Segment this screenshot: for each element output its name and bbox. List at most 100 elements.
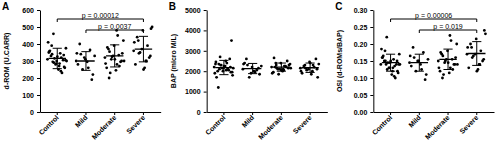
- point: [316, 76, 319, 79]
- sd-cap: [53, 68, 62, 69]
- x-tick-label: Control: [371, 114, 394, 137]
- point: [242, 63, 245, 66]
- sd-whisker: [252, 63, 253, 73]
- y-tick-label: 0: [197, 109, 201, 116]
- point: [397, 63, 400, 66]
- point: [441, 77, 444, 80]
- x-tick: Severe: [292, 112, 313, 135]
- point: [215, 76, 218, 79]
- point: [310, 73, 313, 76]
- y-tick: 3000: [185, 48, 207, 55]
- sd-whisker: [310, 63, 311, 72]
- y-tick-mark: [370, 78, 373, 79]
- point: [471, 56, 474, 59]
- marks: [46, 26, 153, 82]
- point: [48, 50, 51, 53]
- point: [466, 46, 469, 49]
- x-tick: Control: [371, 112, 394, 136]
- point: [483, 29, 486, 32]
- point: [52, 32, 55, 35]
- point: [383, 60, 386, 63]
- sd-whisker: [281, 63, 282, 71]
- y-axis-line: [40, 11, 41, 113]
- point: [50, 44, 53, 47]
- point: [91, 73, 94, 76]
- point: [442, 73, 445, 76]
- y-tick-label: 600: [22, 7, 34, 14]
- sd-cap: [110, 44, 119, 45]
- point: [437, 60, 440, 63]
- point: [260, 65, 263, 68]
- x-tick-mark: [281, 112, 282, 115]
- point: [427, 58, 430, 61]
- point: [90, 78, 93, 81]
- point: [213, 72, 216, 75]
- point: [47, 41, 50, 44]
- point: [108, 50, 111, 53]
- y-tick: 100: [22, 92, 40, 99]
- point: [288, 64, 291, 67]
- point: [108, 77, 111, 80]
- sd-whisker: [57, 48, 58, 68]
- x-tick-label: Mild: [407, 114, 422, 129]
- point: [439, 51, 442, 54]
- sd-cap: [415, 71, 424, 72]
- y-tick-mark: [204, 30, 207, 31]
- point: [479, 49, 482, 52]
- sd-cap: [443, 69, 452, 70]
- y-tick-label: 5000: [185, 7, 201, 14]
- y-tick: 0.15: [354, 58, 374, 65]
- sd-cap: [248, 73, 257, 74]
- point: [64, 59, 67, 62]
- point: [277, 73, 280, 76]
- panel-title: B: [169, 1, 176, 12]
- y-tick: 300: [22, 58, 40, 65]
- point: [104, 62, 107, 65]
- annotation: p = 0.00006: [415, 12, 452, 20]
- sd-cap: [472, 65, 481, 66]
- y-tick: 500: [22, 24, 40, 31]
- point: [475, 38, 478, 41]
- x-tick-mark: [419, 112, 420, 115]
- sd-cap: [110, 66, 119, 67]
- y-tick-label: 200: [22, 75, 34, 82]
- x-tick-label: Severe: [458, 114, 479, 135]
- point: [258, 73, 261, 76]
- point: [148, 56, 151, 59]
- point: [58, 65, 61, 68]
- y-tick-label: 3000: [185, 48, 201, 55]
- y-tick-label: 2000: [185, 68, 201, 75]
- point: [219, 64, 222, 67]
- point: [424, 78, 427, 81]
- point: [469, 43, 472, 46]
- point: [106, 46, 109, 49]
- x-tick-mark: [114, 112, 115, 115]
- y-tick: 0.20: [354, 41, 374, 48]
- sd-cap: [81, 70, 90, 71]
- y-tick-mark: [370, 27, 373, 28]
- point: [54, 63, 57, 66]
- x-tick-label: Control: [204, 114, 227, 137]
- point: [231, 71, 234, 74]
- y-tick-mark: [370, 61, 373, 62]
- sd-whisker: [390, 54, 391, 71]
- point: [271, 72, 274, 75]
- point: [413, 56, 416, 59]
- x-tick-mark: [85, 112, 86, 115]
- sd-cap: [139, 61, 148, 62]
- y-tick-mark: [37, 61, 40, 62]
- point: [116, 63, 119, 66]
- point: [50, 55, 53, 58]
- point: [132, 49, 135, 52]
- sd-cap: [139, 36, 148, 37]
- y-tick-label: 0: [30, 109, 34, 116]
- point: [245, 58, 248, 61]
- point: [63, 66, 66, 69]
- point: [78, 43, 81, 46]
- x-tick-label: Moderate: [424, 114, 451, 141]
- point: [77, 63, 80, 66]
- x-tick-label: Moderate: [90, 114, 117, 141]
- sd-cap: [277, 63, 286, 64]
- y-tick: 5000: [185, 7, 207, 14]
- y-tick: 400: [22, 41, 40, 48]
